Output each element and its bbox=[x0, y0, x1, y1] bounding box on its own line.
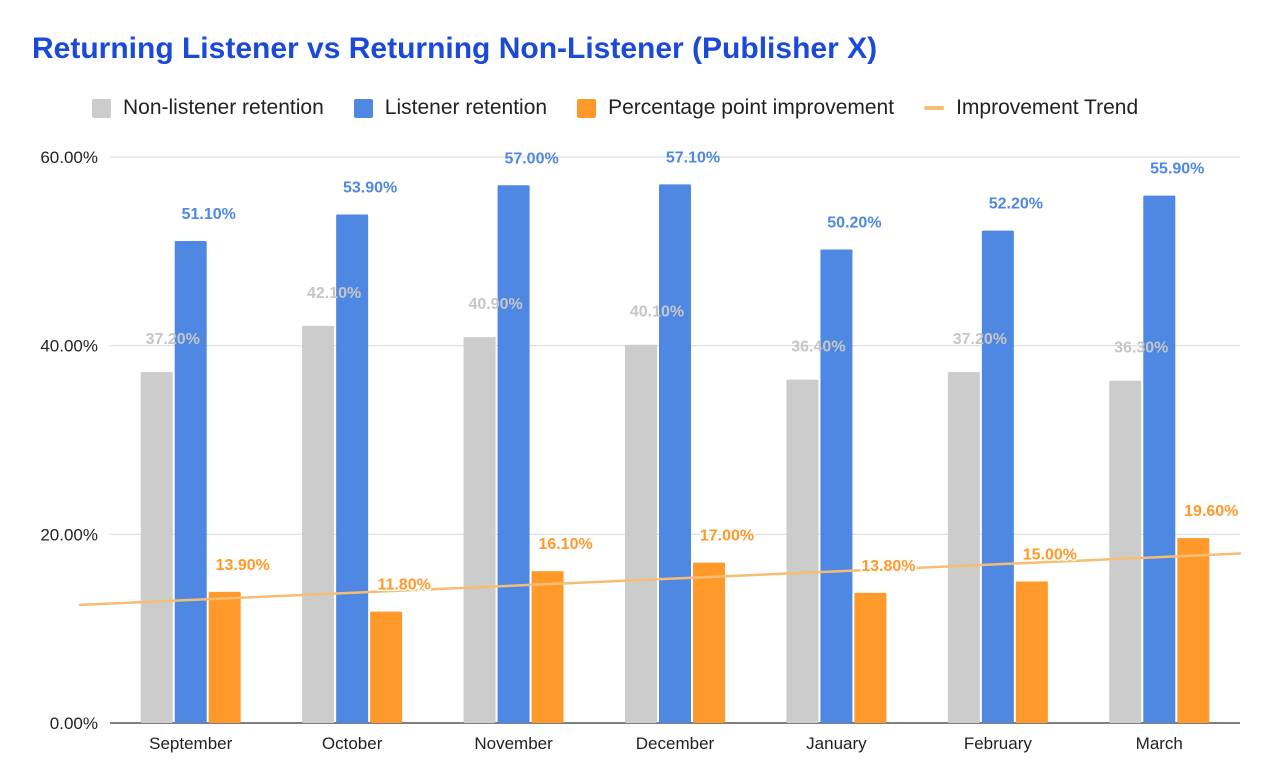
bar bbox=[1143, 195, 1176, 724]
data-label: 51.10% bbox=[182, 206, 236, 223]
data-label: 57.00% bbox=[504, 150, 558, 167]
legend-label-non-listener: Non-listener retention bbox=[123, 96, 324, 119]
x-tick-label: September bbox=[149, 734, 232, 753]
data-label: 17.00% bbox=[700, 528, 754, 545]
data-labels: 37.20% 51.10% 13.90% 42.10% 53.90% 11.80% 40.9… bbox=[146, 149, 1240, 595]
bar bbox=[947, 372, 980, 723]
data-label: 13.80% bbox=[861, 558, 915, 575]
data-label: 42.10% bbox=[307, 285, 361, 302]
x-tick-label: January bbox=[806, 734, 867, 753]
y-tick-label: 0.00% bbox=[50, 714, 98, 733]
legend-label-listener: Listener retention bbox=[384, 96, 548, 119]
bar bbox=[208, 591, 241, 723]
bar bbox=[625, 344, 657, 723]
bar bbox=[1177, 538, 1210, 723]
data-label: 55.90% bbox=[1150, 161, 1204, 178]
data-label: 16.10% bbox=[538, 536, 592, 553]
bar bbox=[820, 249, 853, 724]
data-label: 52.20% bbox=[989, 196, 1043, 213]
x-tick-label: February bbox=[964, 734, 1033, 753]
x-tick-label: March bbox=[1136, 734, 1183, 753]
y-axis-ticks: 0.00% 20.00% 40.00% 60.00% bbox=[40, 148, 98, 733]
legend-swatch-improvement bbox=[577, 98, 597, 118]
data-label: 37.20% bbox=[953, 331, 1007, 348]
data-label: 11.80% bbox=[377, 577, 430, 594]
legend-item-listener: Listener retention bbox=[353, 96, 548, 120]
data-label: 36.30% bbox=[1114, 340, 1168, 357]
bar bbox=[140, 372, 173, 723]
chart-title: Returning Listener vs Returning Non-List… bbox=[32, 32, 878, 65]
bar bbox=[302, 325, 335, 723]
legend-swatch-trend bbox=[924, 106, 945, 110]
y-tick-label: 40.00% bbox=[40, 337, 98, 356]
x-tick-label: December bbox=[636, 734, 715, 753]
data-label: 53.90% bbox=[343, 180, 397, 197]
data-label: 50.20% bbox=[827, 214, 881, 231]
bar bbox=[659, 184, 691, 723]
x-tick-label: October bbox=[322, 734, 383, 753]
legend-item-trend: Improvement Trend bbox=[924, 96, 1138, 120]
legend-swatch-listener bbox=[353, 98, 373, 118]
bar bbox=[693, 562, 725, 723]
bar bbox=[854, 592, 887, 723]
trendline-path bbox=[78, 552, 1242, 607]
bar bbox=[1015, 581, 1048, 723]
legend-item-improvement: Percentage point improvement bbox=[577, 96, 894, 120]
data-label: 15.00% bbox=[1023, 547, 1077, 564]
bar bbox=[531, 571, 564, 723]
bar bbox=[497, 185, 530, 724]
bar bbox=[786, 379, 819, 723]
bar bbox=[370, 611, 403, 723]
data-label: 40.10% bbox=[630, 304, 684, 321]
data-label: 36.40% bbox=[791, 339, 845, 356]
bars bbox=[140, 184, 1210, 724]
data-label: 40.90% bbox=[468, 296, 522, 313]
legend-label-trend: Improvement Trend bbox=[956, 96, 1139, 119]
y-tick-label: 20.00% bbox=[40, 525, 98, 544]
data-label: 19.60% bbox=[1184, 503, 1238, 520]
x-tick-label: November bbox=[474, 734, 553, 753]
legend-item-non-listener: Non-listener retention bbox=[92, 96, 324, 120]
data-label: 13.90% bbox=[216, 557, 270, 574]
legend-label-improvement: Percentage point improvement bbox=[608, 96, 895, 119]
bar bbox=[463, 337, 496, 723]
data-label: 37.20% bbox=[146, 331, 200, 348]
x-axis-categories: September October November December January F… bbox=[149, 734, 1183, 753]
data-label: 57.10% bbox=[666, 149, 720, 166]
bar bbox=[981, 230, 1014, 723]
y-tick-label: 60.00% bbox=[40, 148, 98, 167]
legend-swatch-non-listener bbox=[92, 98, 111, 118]
chart-legend: Non-listener retention Listener retentio… bbox=[92, 96, 1168, 120]
trendline bbox=[78, 552, 1242, 607]
bar bbox=[174, 240, 207, 723]
bar bbox=[336, 214, 369, 723]
bar bbox=[1109, 380, 1142, 723]
